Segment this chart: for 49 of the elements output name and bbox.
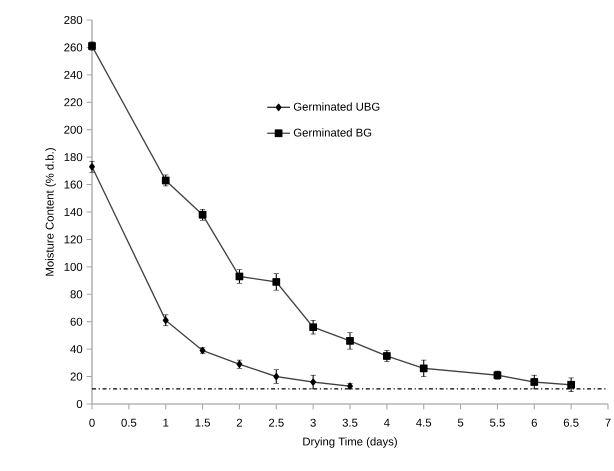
legend-label: Germinated BG: [294, 128, 372, 137]
x-tick-label: 5: [458, 418, 464, 427]
y-tick-label: 100: [64, 262, 82, 271]
x-tick-label: 2.5: [268, 418, 284, 427]
y-tick-label: 60: [70, 318, 82, 326]
x-tick-label: 1: [163, 418, 168, 426]
y-axis-title: Moisture Content (% d.b.): [45, 148, 56, 276]
x-tick-label: 6.5: [564, 418, 579, 427]
point: [89, 163, 95, 170]
point: [420, 364, 428, 372]
point: [162, 176, 170, 184]
x-tick-label: 3.5: [342, 418, 358, 427]
x-axis-title: Drying Time (days): [303, 437, 397, 448]
y-tick-label: 240: [64, 70, 82, 79]
y-tick-label: 160: [64, 180, 82, 189]
y-tick-label: 40: [70, 345, 82, 354]
point: [530, 378, 538, 386]
x-tick-label: 1.5: [196, 418, 210, 427]
point: [567, 380, 576, 389]
point: [272, 278, 280, 286]
x-tick-label: 5.5: [490, 418, 505, 427]
x-tick-label: 3: [310, 418, 316, 427]
point: [88, 42, 96, 50]
point: [310, 378, 316, 386]
y-tick-label: 260: [64, 43, 82, 52]
y-tick-label: 180: [64, 153, 82, 162]
point: [346, 337, 354, 345]
point: [309, 323, 318, 332]
point: [382, 352, 391, 360]
point: [162, 316, 169, 324]
x-tick-label: 7: [605, 418, 611, 426]
x-tick-label: 4: [384, 418, 390, 426]
y-tick-label: 0: [76, 400, 82, 408]
x-tick-label: 4.5: [416, 418, 432, 427]
x-tick-label: 2: [236, 418, 242, 427]
y-tick-label: 220: [64, 98, 82, 106]
x-tick-label: 0.5: [121, 418, 136, 427]
y-tick-label: 200: [64, 126, 82, 134]
y-tick-label: 280: [64, 16, 82, 24]
point: [236, 272, 244, 280]
y-tick-label: 120: [64, 235, 82, 244]
point: [273, 372, 280, 380]
legend-label: Germinated UBG: [294, 102, 380, 111]
point: [198, 210, 206, 219]
x-tick-label: 6: [532, 418, 537, 427]
x-tick-label: 0: [89, 418, 95, 427]
y-tick-label: 80: [70, 290, 82, 298]
y-tick-label: 140: [64, 208, 82, 216]
y-tick-label: 20: [70, 372, 82, 381]
